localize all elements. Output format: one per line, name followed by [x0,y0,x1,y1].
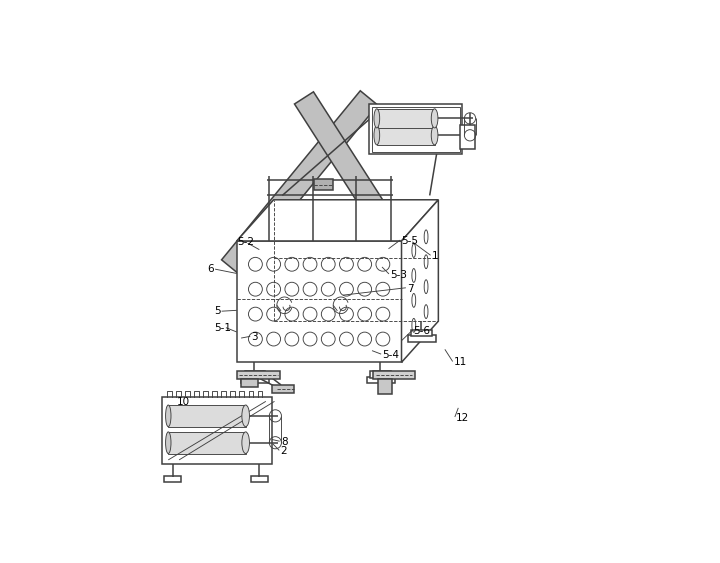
Text: 6: 6 [208,264,215,274]
Text: 11: 11 [454,358,467,367]
Polygon shape [222,91,378,274]
Bar [412,330,432,336]
Bar [168,432,246,454]
Bar [164,476,181,481]
Ellipse shape [242,405,249,427]
Bar [162,397,272,464]
Polygon shape [402,200,438,363]
Bar [241,379,258,387]
Polygon shape [294,92,422,273]
Bar [251,476,268,481]
Text: 7: 7 [407,284,414,294]
Text: 5-4: 5-4 [382,350,399,360]
Text: 5-6: 5-6 [414,326,431,336]
Bar [370,372,391,378]
Ellipse shape [166,432,171,454]
Ellipse shape [431,126,438,145]
Text: 5-1: 5-1 [214,323,231,333]
Text: 5-5: 5-5 [402,236,418,246]
Ellipse shape [431,109,438,128]
Bar [168,405,246,427]
Bar [366,377,395,383]
Bar [272,385,294,393]
Bar [377,126,435,145]
Bar [237,241,402,363]
Text: 12: 12 [456,413,469,423]
Bar [459,125,475,149]
Bar [237,371,280,379]
Bar [245,372,266,378]
Ellipse shape [374,109,379,128]
Text: 9: 9 [179,413,185,423]
Polygon shape [237,200,438,241]
Text: 3: 3 [251,332,258,342]
Bar [378,379,392,394]
Bar [369,104,462,154]
Text: 5-2: 5-2 [237,237,253,247]
Text: 5: 5 [215,306,221,316]
Text: 1: 1 [432,251,438,261]
Bar [377,109,435,128]
Bar [374,371,415,379]
Text: 2: 2 [281,446,287,456]
Text: 8: 8 [281,437,287,447]
Bar [372,107,459,151]
Text: 10: 10 [177,397,190,407]
Bar [314,180,333,190]
Ellipse shape [242,432,249,454]
Ellipse shape [166,405,171,427]
Ellipse shape [374,126,379,145]
Text: 5-3: 5-3 [390,270,407,280]
Bar [241,377,269,383]
Bar [408,336,436,342]
